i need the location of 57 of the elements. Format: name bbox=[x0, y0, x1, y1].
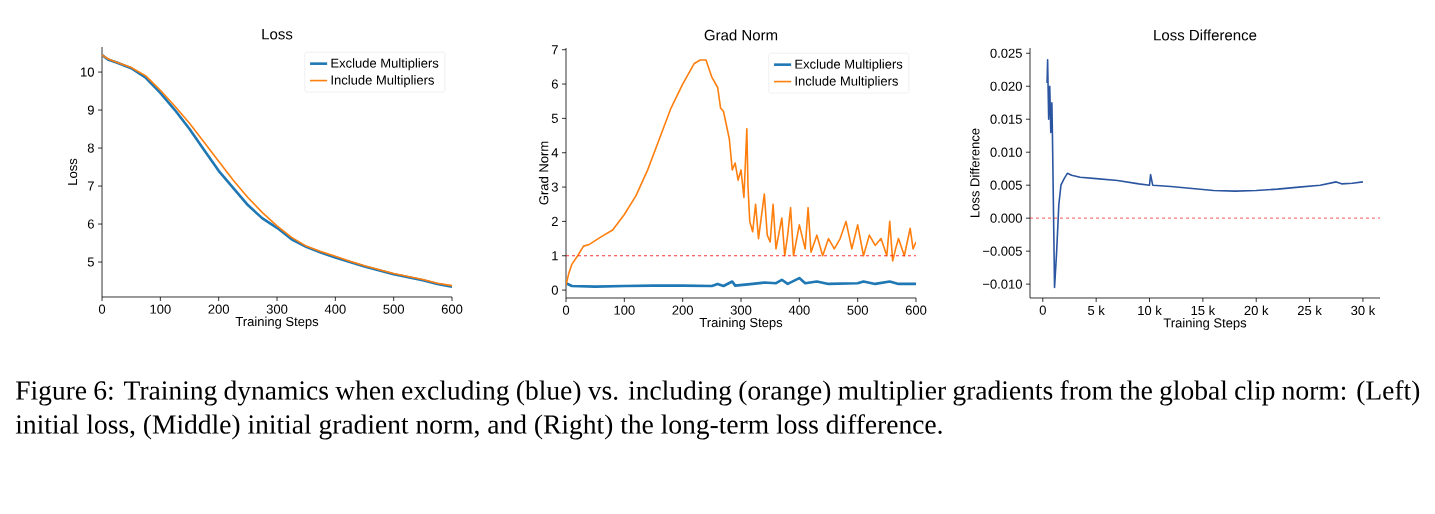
x-tick-label: 100 bbox=[150, 304, 171, 314]
y-tick-label: −0.005 bbox=[982, 246, 1022, 256]
x-tick-label: 0 bbox=[1039, 305, 1046, 315]
x-tick-label: 0 bbox=[562, 305, 570, 315]
y-tick-label: 0.000 bbox=[990, 213, 1022, 223]
y-tick-label: −0.010 bbox=[982, 279, 1022, 289]
x-tick-label: 400 bbox=[324, 304, 346, 314]
x-tick-label: 400 bbox=[788, 305, 810, 315]
x-tick-label: 600 bbox=[441, 304, 463, 314]
y-tick-label: 0.010 bbox=[990, 147, 1022, 157]
x-axis-title: Training Steps bbox=[235, 316, 319, 329]
x-tick-label: 5 k bbox=[1088, 305, 1105, 316]
y-tick-label: 8 bbox=[87, 143, 94, 153]
x-tick-label: 20 k bbox=[1244, 305, 1269, 316]
x-tick-label: 300 bbox=[266, 304, 288, 314]
y-tick-label: 0.005 bbox=[990, 180, 1022, 190]
x-tick-label: 0 bbox=[98, 304, 106, 314]
y-tick-label: 0.025 bbox=[990, 48, 1022, 58]
x-tick-label: 200 bbox=[672, 305, 694, 315]
x-tick-label: 30 k bbox=[1351, 305, 1376, 316]
y-tick-label: 1 bbox=[552, 251, 558, 261]
x-tick-label: 300 bbox=[730, 305, 752, 315]
legend-label: Exclude Multipliers bbox=[795, 59, 903, 72]
chart-title: Grad Norm bbox=[704, 29, 778, 41]
y-tick-label: 6 bbox=[551, 79, 558, 89]
x-tick-label: 25 k bbox=[1297, 305, 1322, 316]
y-tick-label: 5 bbox=[551, 113, 558, 123]
y-tick-label: 0.020 bbox=[990, 81, 1022, 91]
y-tick-label: 3 bbox=[551, 182, 558, 192]
legend-label: Include Multipliers bbox=[331, 75, 434, 88]
x-axis-title: Training Steps bbox=[699, 317, 783, 330]
chart-title: Loss Difference bbox=[1154, 29, 1257, 41]
x-tick-label: 200 bbox=[208, 304, 230, 314]
x-tick-label: 10 k bbox=[1138, 305, 1162, 316]
y-tick-label: 0.015 bbox=[990, 114, 1022, 124]
y-tick-label: 6 bbox=[87, 219, 94, 229]
y-tick-label: 9 bbox=[87, 105, 94, 115]
legend-label: Include Multipliers bbox=[795, 76, 898, 89]
y-tick-label: 4 bbox=[551, 148, 559, 158]
caption: Figure 6: Training dynamics when excluding (blue) vs. including (orange) multiplier gradients from the global clip norm: (Left) initial loss, (Middle) initial gradient norm, and (Right) the long-term loss difference. bbox=[15, 380, 1420, 440]
y-tick-label: 2 bbox=[551, 216, 558, 226]
y-tick-label: 7 bbox=[551, 45, 558, 55]
y-tick-label: 5 bbox=[87, 257, 94, 267]
x-tick-label: 500 bbox=[383, 304, 405, 314]
x-tick-label: 600 bbox=[905, 305, 927, 315]
y-axis-title: Loss Difference bbox=[969, 128, 980, 217]
x-tick-label: 500 bbox=[847, 305, 869, 315]
chart-title: Loss bbox=[262, 28, 293, 40]
y-tick-label: 0 bbox=[551, 285, 558, 295]
legend-label: Exclude Multipliers bbox=[331, 58, 439, 71]
y-axis-title: Loss bbox=[68, 158, 78, 185]
y-tick-label: 10 bbox=[81, 67, 94, 77]
y-tick-label: 7 bbox=[87, 181, 94, 191]
x-tick-label: 100 bbox=[614, 305, 635, 315]
y-axis-title: Grad Norm bbox=[538, 141, 549, 205]
x-tick-label: 15 k bbox=[1191, 305, 1216, 316]
x-axis-title: Training Steps bbox=[1163, 317, 1247, 331]
